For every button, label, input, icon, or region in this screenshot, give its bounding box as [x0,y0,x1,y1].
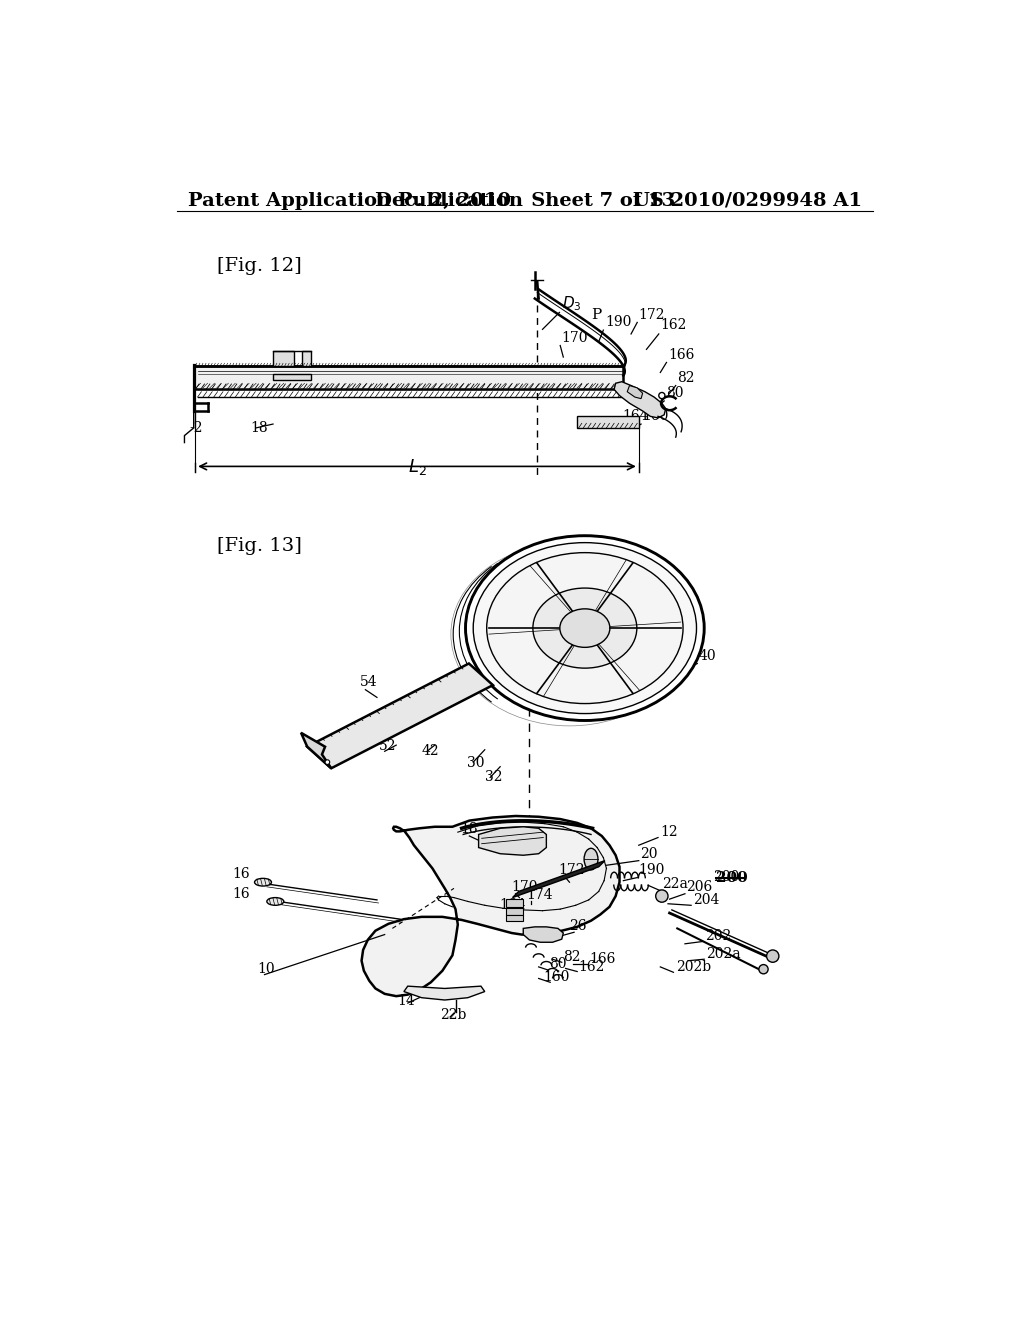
Text: 80: 80 [666,387,683,400]
Polygon shape [478,826,547,855]
Circle shape [759,965,768,974]
Text: 172: 172 [639,308,666,322]
Text: 50: 50 [361,721,379,735]
Text: -2: -2 [189,421,203,434]
Text: 54: 54 [360,675,378,689]
Text: [Fig. 13]: [Fig. 13] [217,537,302,556]
Bar [273,374,310,380]
Text: 206: 206 [686,880,713,895]
Bar [578,416,639,428]
Polygon shape [523,927,563,942]
Ellipse shape [560,609,610,647]
Text: 40: 40 [698,649,717,664]
Circle shape [655,890,668,903]
Bar [273,351,294,367]
Text: P: P [591,308,601,322]
Ellipse shape [466,536,705,721]
Text: 16: 16 [232,887,250,900]
Text: 18: 18 [250,421,267,434]
Text: 14: 14 [397,994,415,1008]
Text: 160: 160 [643,409,669,424]
Text: 26: 26 [569,919,587,933]
Text: 164: 164 [500,898,526,912]
Polygon shape [301,733,331,768]
Bar [301,351,310,367]
Circle shape [325,760,330,764]
Ellipse shape [267,898,284,906]
Text: Patent Application Publication: Patent Application Publication [188,191,523,210]
Text: 164: 164 [622,409,648,424]
Text: 52: 52 [379,739,396,752]
Polygon shape [512,861,605,898]
Text: 82: 82 [563,950,581,964]
Text: 202a: 202a [707,946,741,961]
Ellipse shape [473,543,696,714]
Text: 172: 172 [559,863,585,878]
Text: 190: 190 [639,863,666,878]
Polygon shape [614,381,666,418]
Text: 80: 80 [550,957,567,972]
Polygon shape [361,816,620,997]
Text: 200: 200 [716,871,748,886]
Text: 82: 82 [677,371,694,384]
Text: 162: 162 [660,318,687,333]
Text: 202: 202 [705,929,731,942]
Text: Dec. 2, 2010   Sheet 7 of 13: Dec. 2, 2010 Sheet 7 of 13 [375,191,675,210]
Text: 20: 20 [640,846,657,861]
Text: 166: 166 [590,952,615,966]
Text: 190: 190 [605,315,631,329]
Polygon shape [403,986,484,1001]
Text: 10: 10 [258,962,275,975]
Text: 18: 18 [460,822,478,836]
Ellipse shape [584,849,598,870]
Ellipse shape [486,553,683,704]
Text: US 2010/0299948 A1: US 2010/0299948 A1 [633,191,862,210]
Bar [506,915,523,921]
Text: 160: 160 [544,970,569,983]
Circle shape [658,392,665,399]
FancyBboxPatch shape [194,367,624,389]
Text: 170: 170 [562,331,588,345]
Text: 166: 166 [668,347,694,362]
Text: 12: 12 [660,825,678,840]
Text: 16: 16 [232,867,250,882]
Text: $D_3$: $D_3$ [562,294,582,313]
Text: $L_2$: $L_2$ [408,457,426,477]
Ellipse shape [255,878,271,886]
Text: 32: 32 [484,770,502,784]
Polygon shape [307,664,493,768]
Text: [Fig. 12]: [Fig. 12] [217,257,301,275]
Text: 22b: 22b [440,1008,467,1022]
Text: 22a: 22a [662,878,688,891]
Text: 42: 42 [422,744,439,758]
Text: 162: 162 [579,960,605,974]
Text: 200: 200 [713,870,739,883]
Circle shape [767,950,779,962]
Text: 30: 30 [467,755,484,770]
Bar [506,899,523,907]
Text: 174: 174 [526,888,553,902]
Bar [506,908,523,915]
Text: 202b: 202b [676,960,711,974]
Ellipse shape [532,589,637,668]
Text: 170: 170 [511,880,538,895]
Polygon shape [628,385,643,399]
Text: 204: 204 [692,892,719,907]
